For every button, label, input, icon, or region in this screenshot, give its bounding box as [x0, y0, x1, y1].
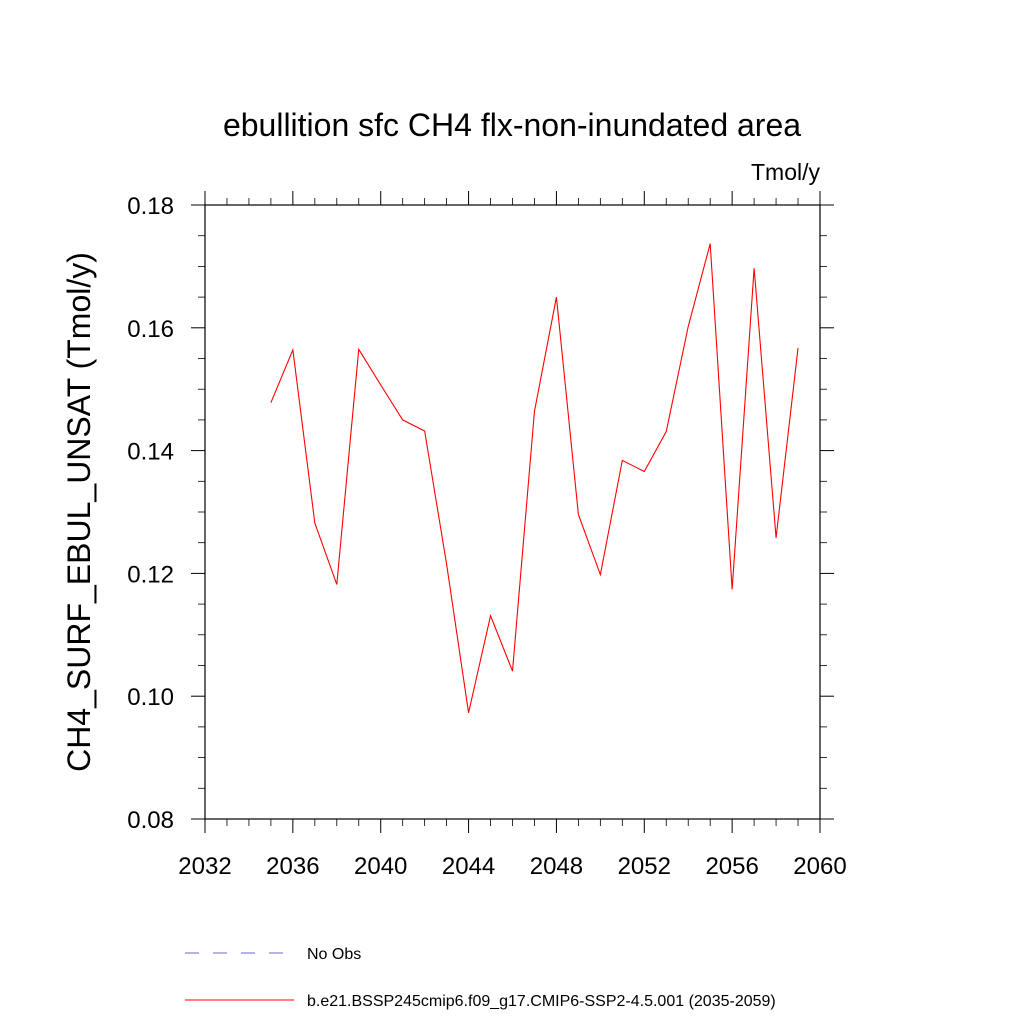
x-tick-label: 2044 — [442, 853, 495, 880]
x-tick-label: 2040 — [354, 853, 407, 880]
legend: No Obs b.e21.BSSP245cmip6.f09_g17.CMIP6-S… — [185, 946, 776, 1010]
series-layer — [270, 243, 799, 713]
x-tick-label: 2052 — [618, 853, 671, 880]
y-tick-label: 0.10 — [127, 684, 174, 711]
x-tick-label: 2036 — [266, 853, 319, 880]
units-label: Tmol/y — [751, 159, 821, 185]
y-tick-label: 0.18 — [127, 193, 174, 220]
x-tick-label: 2032 — [178, 853, 231, 880]
y-tick-label: 0.12 — [127, 561, 174, 588]
series-line — [270, 243, 799, 713]
x-tick-label: 2048 — [530, 853, 583, 880]
chart-title: ebullition sfc CH4 flx-non-inundated are… — [223, 107, 801, 143]
axes-layer: 2032 2036 2040 2044 2048 2052 2056 2060 0.08 0.10… — [127, 191, 847, 880]
y-tick-label: 0.08 — [127, 807, 174, 834]
legend-label: No Obs — [307, 946, 361, 963]
y-tick-label: 0.16 — [127, 316, 174, 343]
legend-label: b.e21.BSSP245cmip6.f09_g17.CMIP6-SSP2-4.… — [307, 993, 776, 1010]
x-tick-label: 2060 — [793, 853, 846, 880]
x-tick-label: 2056 — [705, 853, 758, 880]
y-tick-label: 0.14 — [127, 439, 174, 466]
y-axis-label: CH4_SURF_EBUL_UNSAT (Tmol/y) — [61, 252, 97, 772]
